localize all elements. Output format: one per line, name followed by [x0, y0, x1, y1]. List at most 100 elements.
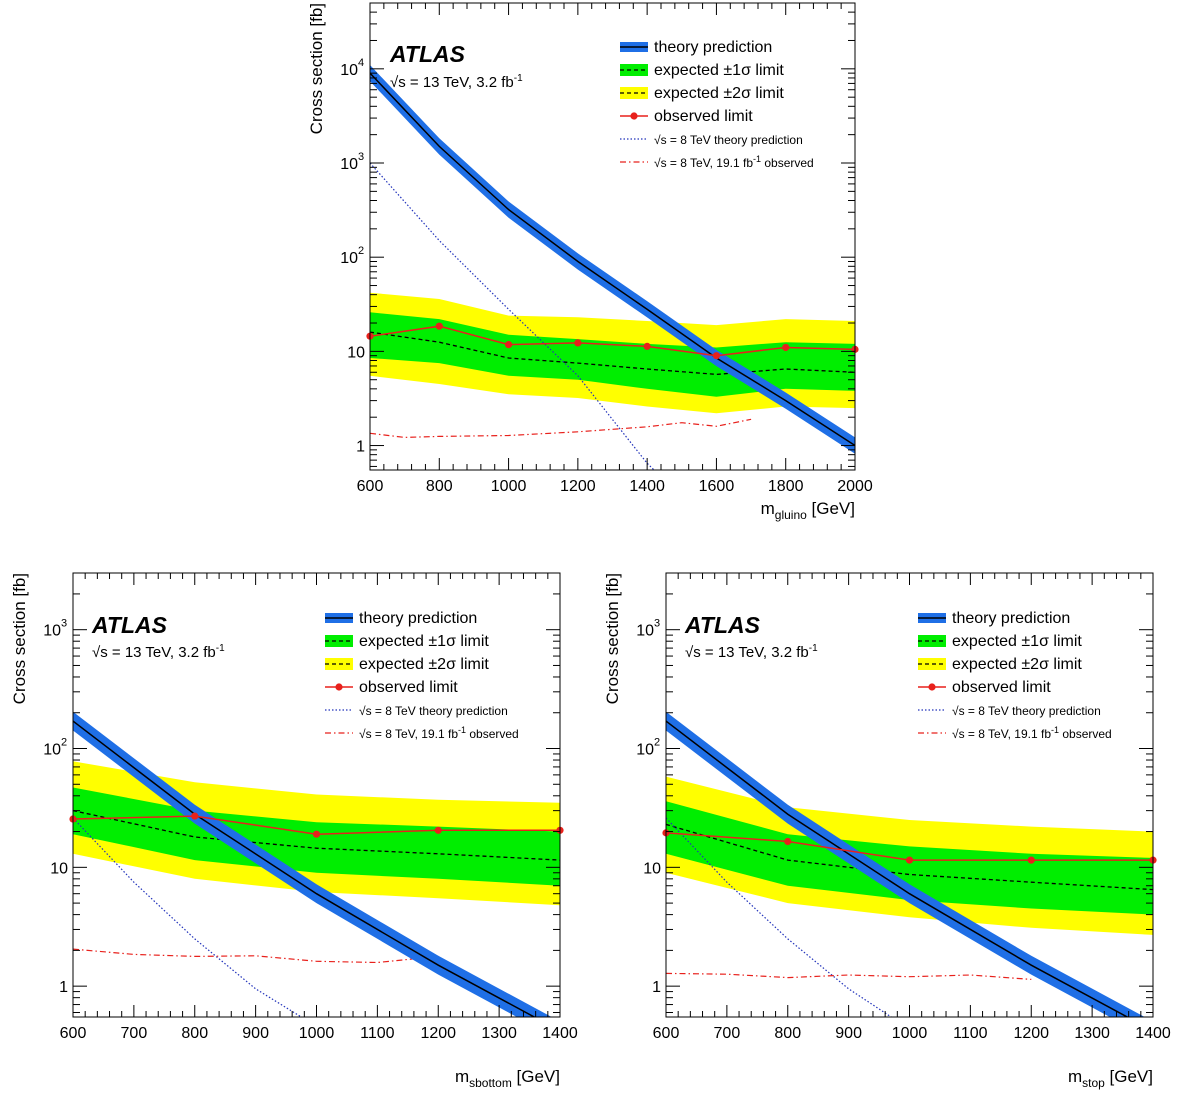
energy-label: √s = 13 TeV, 3.2 fb-1 [92, 643, 225, 661]
observed-point [905, 856, 914, 864]
observed-8tev-line [370, 418, 752, 439]
legend-label-observed: observed limit [359, 679, 458, 696]
x-axis-label-sub: gluino [775, 508, 807, 522]
energy-label-main: √s = 13 TeV, 3.2 fb [92, 644, 216, 661]
expected-limit-line [666, 823, 1153, 891]
legend-label-text: expected ±1σ limit [654, 62, 784, 79]
y-tick-exponent: 2 [61, 737, 67, 749]
theory-line [73, 720, 536, 1017]
y-tick-label: 1 [652, 979, 661, 996]
x-tick-label: 900 [242, 1025, 269, 1042]
legend-label-theory8: √s = 8 TeV theory prediction [952, 704, 1101, 718]
y-tick-label: 10 [643, 860, 661, 877]
x-tick-label: 1000 [892, 1025, 928, 1042]
y-tick-label: 1 [356, 439, 365, 456]
legend-label-text: √s = 8 TeV, 19.1 fb [359, 727, 458, 741]
x-axis-label-main: m [455, 1067, 469, 1086]
y-tick-exponent: 3 [358, 151, 364, 163]
legend-label-observed8: √s = 8 TeV, 19.1 fb-1 observed [359, 725, 519, 741]
legend-label-observed8: √s = 8 TeV, 19.1 fb-1 observed [952, 725, 1112, 741]
energy-label-main: √s = 13 TeV, 3.2 fb [685, 644, 809, 661]
y-tick-base: 1 [652, 979, 661, 996]
legend-label-text: expected ±2σ limit [359, 656, 489, 673]
y-tick-label: 10 [636, 742, 654, 759]
observed-point [784, 837, 792, 846]
x-tick-label: 700 [121, 1025, 148, 1042]
observed-point [712, 352, 721, 360]
legend-label-text: theory prediction [952, 610, 1070, 627]
plot-frame [369, 2, 856, 471]
legend-label-sup: -1 [753, 154, 761, 164]
x-tick-label: 1400 [629, 478, 665, 495]
legend-label-text: √s = 8 TeV, 19.1 fb [952, 727, 1051, 741]
atlas-label: ATLAS [389, 41, 466, 67]
theory-line [370, 72, 855, 447]
legend-label-sigma2: expected ±2σ limit [952, 656, 1082, 673]
sbottom-chart-panel: 600 700 800 900 1000 1100 1200 1300 1400 1 10 10 2 10… [0, 545, 593, 1097]
observed-point [574, 339, 582, 347]
y-tick-exponent: 3 [61, 618, 67, 630]
legend-label-observed: observed limit [654, 108, 753, 125]
stop-chart-panel: 600 700 800 900 1000 1100 1200 1300 1400 1 10 10 2 10… [593, 545, 1186, 1097]
y-tick-base: 10 [636, 742, 654, 759]
theory-line [666, 720, 1129, 1017]
observed-limit-line [370, 325, 855, 357]
observed-point [782, 343, 790, 352]
legend-label-text: theory prediction [359, 610, 477, 627]
legend-label-text: expected ±2σ limit [952, 656, 1082, 673]
legend-label-text: observed limit [952, 679, 1051, 696]
y-tick-label: 10 [340, 156, 358, 173]
expected-limit-line [370, 331, 855, 376]
energy-label-sup: -1 [809, 643, 818, 654]
legend-label-sup: -1 [1051, 725, 1059, 735]
legend-label-theory: theory prediction [359, 610, 477, 627]
y-tick-label: 10 [50, 860, 68, 877]
y-tick-base: 10 [340, 156, 358, 173]
x-tick-label: 1800 [768, 478, 804, 495]
legend-label-theory: theory prediction [654, 39, 772, 56]
plot-area [370, 65, 855, 470]
y-tick-exponent: 2 [358, 245, 364, 257]
y-tick-base: 1 [356, 439, 365, 456]
legend-label-theory8: √s = 8 TeV theory prediction [359, 704, 508, 718]
legend-label-theory: theory prediction [952, 610, 1070, 627]
x-tick-label: 600 [357, 478, 384, 495]
energy-label-sup: -1 [216, 643, 225, 654]
y-tick-label: 1 [59, 979, 68, 996]
y-tick-base: 10 [643, 860, 661, 877]
legend-label-sup: -1 [458, 725, 466, 735]
expected-limit-line [73, 809, 560, 861]
legend-label-sigma2: expected ±2σ limit [654, 85, 784, 102]
legend-label-text: √s = 8 TeV theory prediction [359, 704, 508, 718]
observed-point [191, 812, 199, 820]
legend-label-sigma1: expected ±1σ limit [359, 633, 489, 650]
x-axis-label: msbottom [GeV] [455, 1067, 560, 1090]
energy-label: √s = 13 TeV, 3.2 fb-1 [390, 73, 523, 91]
x-axis-label: mstop [GeV] [1068, 1067, 1153, 1090]
x-axis-label-sub: stop [1082, 1076, 1105, 1090]
energy-label-sup: -1 [514, 73, 523, 84]
legend-label-observed: observed limit [952, 679, 1051, 696]
y-tick-label: 10 [347, 344, 365, 361]
y-tick-exponent: 3 [654, 618, 660, 630]
x-axis-label-unit: [GeV] [512, 1067, 560, 1086]
y-axis-label: Cross section [fb] [10, 573, 29, 704]
observed-8tev-line [73, 948, 439, 964]
legend-label-text: theory prediction [654, 39, 772, 56]
legend-label-text: expected ±1σ limit [952, 633, 1082, 650]
y-axis-label: Cross section [fb] [603, 573, 622, 704]
y-tick-base: 10 [347, 344, 365, 361]
observed-point [504, 340, 513, 349]
x-tick-label: 1400 [1135, 1025, 1171, 1042]
y-tick-label: 10 [340, 62, 358, 79]
legend-label-text: expected ±1σ limit [359, 633, 489, 650]
x-tick-label: 800 [181, 1025, 208, 1042]
y-axis-label: Cross section [fb] [307, 3, 326, 134]
x-tick-label: 1200 [420, 1025, 456, 1042]
x-axis-label-main: m [1068, 1067, 1082, 1086]
energy-label-main: √s = 13 TeV, 3.2 fb [390, 74, 514, 91]
legend-label-tail: observed [761, 156, 814, 170]
legend-label-tail: observed [1059, 727, 1112, 741]
